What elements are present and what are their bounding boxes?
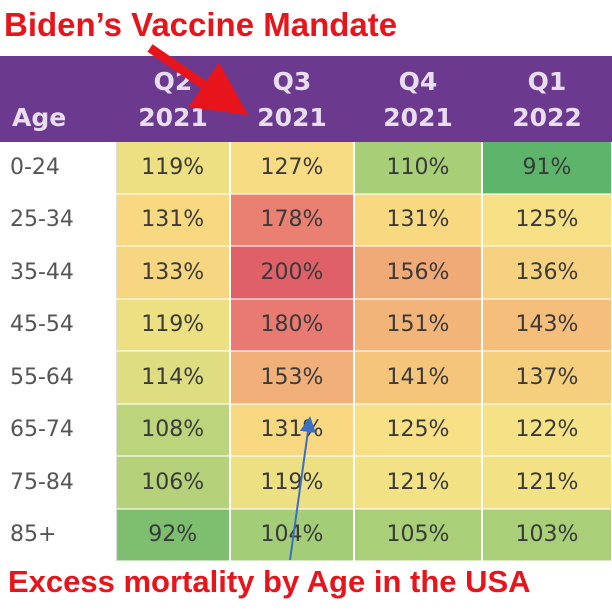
heatmap-cell: 151% <box>354 298 483 352</box>
table-row: 85+ 92% 104% 105% 103% <box>0 508 612 562</box>
heatmap-cell: 104% <box>230 508 355 562</box>
heatmap-cell: 127% <box>230 142 355 195</box>
heatmap-cell: 133% <box>116 246 231 300</box>
heatmap-cell: 131% <box>230 403 355 457</box>
heatmap-cell: 92% <box>116 508 231 562</box>
heatmap-cell: 103% <box>482 508 612 562</box>
column-header-q2-2021: Q2 2021 <box>116 56 230 142</box>
column-header-q3-2021: Q3 2021 <box>230 56 354 142</box>
heatmap-cell: 119% <box>116 298 231 352</box>
table-row: 75-84 106% 119% 121% 121% <box>0 456 612 510</box>
heatmap-cell: 153% <box>230 351 355 405</box>
heatmap-body: 0-24 119% 127% 110% 91% 25-34 131% 178% 131% 125%… <box>0 142 612 562</box>
heatmap-cell: 131% <box>116 193 231 247</box>
table-row: 35-44 133% 200% 156% 136% <box>0 246 612 300</box>
table-row: 55-64 114% 153% 141% 137% <box>0 351 612 405</box>
column-header-line1: Q4 <box>398 67 438 96</box>
age-group-label: 45-54 <box>0 298 117 352</box>
heatmap-cell: 119% <box>116 142 231 195</box>
heatmap-table: Age Q2 2021 Q3 2021 Q4 2021 Q1 2022 0-24 119%… <box>0 56 612 562</box>
heatmap-cell: 131% <box>354 193 483 247</box>
table-row: 45-54 119% 180% 151% 143% <box>0 298 612 352</box>
age-group-label: 55-64 <box>0 351 117 405</box>
heatmap-cell: 122% <box>482 403 612 457</box>
heatmap-cell: 136% <box>482 246 612 300</box>
age-group-label: 85+ <box>0 508 117 562</box>
excess-mortality-heatmap: Age Q2 2021 Q3 2021 Q4 2021 Q1 2022 0-24 119%… <box>0 56 612 562</box>
column-header-line2: 2021 <box>383 103 453 132</box>
heatmap-cell: 106% <box>116 456 231 510</box>
heatmap-cell: 156% <box>354 246 483 300</box>
heatmap-cell: 178% <box>230 193 355 247</box>
heatmap-cell: 119% <box>230 456 355 510</box>
heatmap-cell: 137% <box>482 351 612 405</box>
column-header-line2: 2021 <box>257 103 327 132</box>
column-header-line1: Q1 <box>527 67 567 96</box>
table-row: 0-24 119% 127% 110% 91% <box>0 142 612 195</box>
age-group-label: 75-84 <box>0 456 117 510</box>
excess-mortality-title: Excess mortality by Age in the USA <box>8 564 531 599</box>
age-group-label: 0-24 <box>0 142 117 195</box>
age-group-label: 65-74 <box>0 403 117 457</box>
heatmap-cell: 125% <box>482 193 612 247</box>
heatmap-cell: 121% <box>482 456 612 510</box>
heatmap-cell: 200% <box>230 246 355 300</box>
heatmap-cell: 114% <box>116 351 231 405</box>
column-header-line2: 2022 <box>512 103 582 132</box>
column-header-line1: Q2 <box>153 67 193 96</box>
heatmap-cell: 108% <box>116 403 231 457</box>
header-row: Age Q2 2021 Q3 2021 Q4 2021 Q1 2022 <box>0 56 612 142</box>
age-column-header: Age <box>0 56 116 142</box>
heatmap-cell: 141% <box>354 351 483 405</box>
mandate-title: Biden’s Vaccine Mandate <box>4 6 398 43</box>
age-group-label: 35-44 <box>0 246 117 300</box>
column-header-q4-2021: Q4 2021 <box>354 56 482 142</box>
column-header-q1-2022: Q1 2022 <box>482 56 612 142</box>
column-header-line2: 2021 <box>138 103 208 132</box>
heatmap-cell: 91% <box>482 142 612 195</box>
table-row: 25-34 131% 178% 131% 125% <box>0 193 612 247</box>
column-header-line1: Q3 <box>272 67 312 96</box>
table-row: 65-74 108% 131% 125% 122% <box>0 403 612 457</box>
heatmap-cell: 121% <box>354 456 483 510</box>
heatmap-cell: 105% <box>354 508 483 562</box>
age-group-label: 25-34 <box>0 193 117 247</box>
heatmap-cell: 180% <box>230 298 355 352</box>
heatmap-cell: 110% <box>354 142 483 195</box>
heatmap-cell: 125% <box>354 403 483 457</box>
heatmap-cell: 143% <box>482 298 612 352</box>
